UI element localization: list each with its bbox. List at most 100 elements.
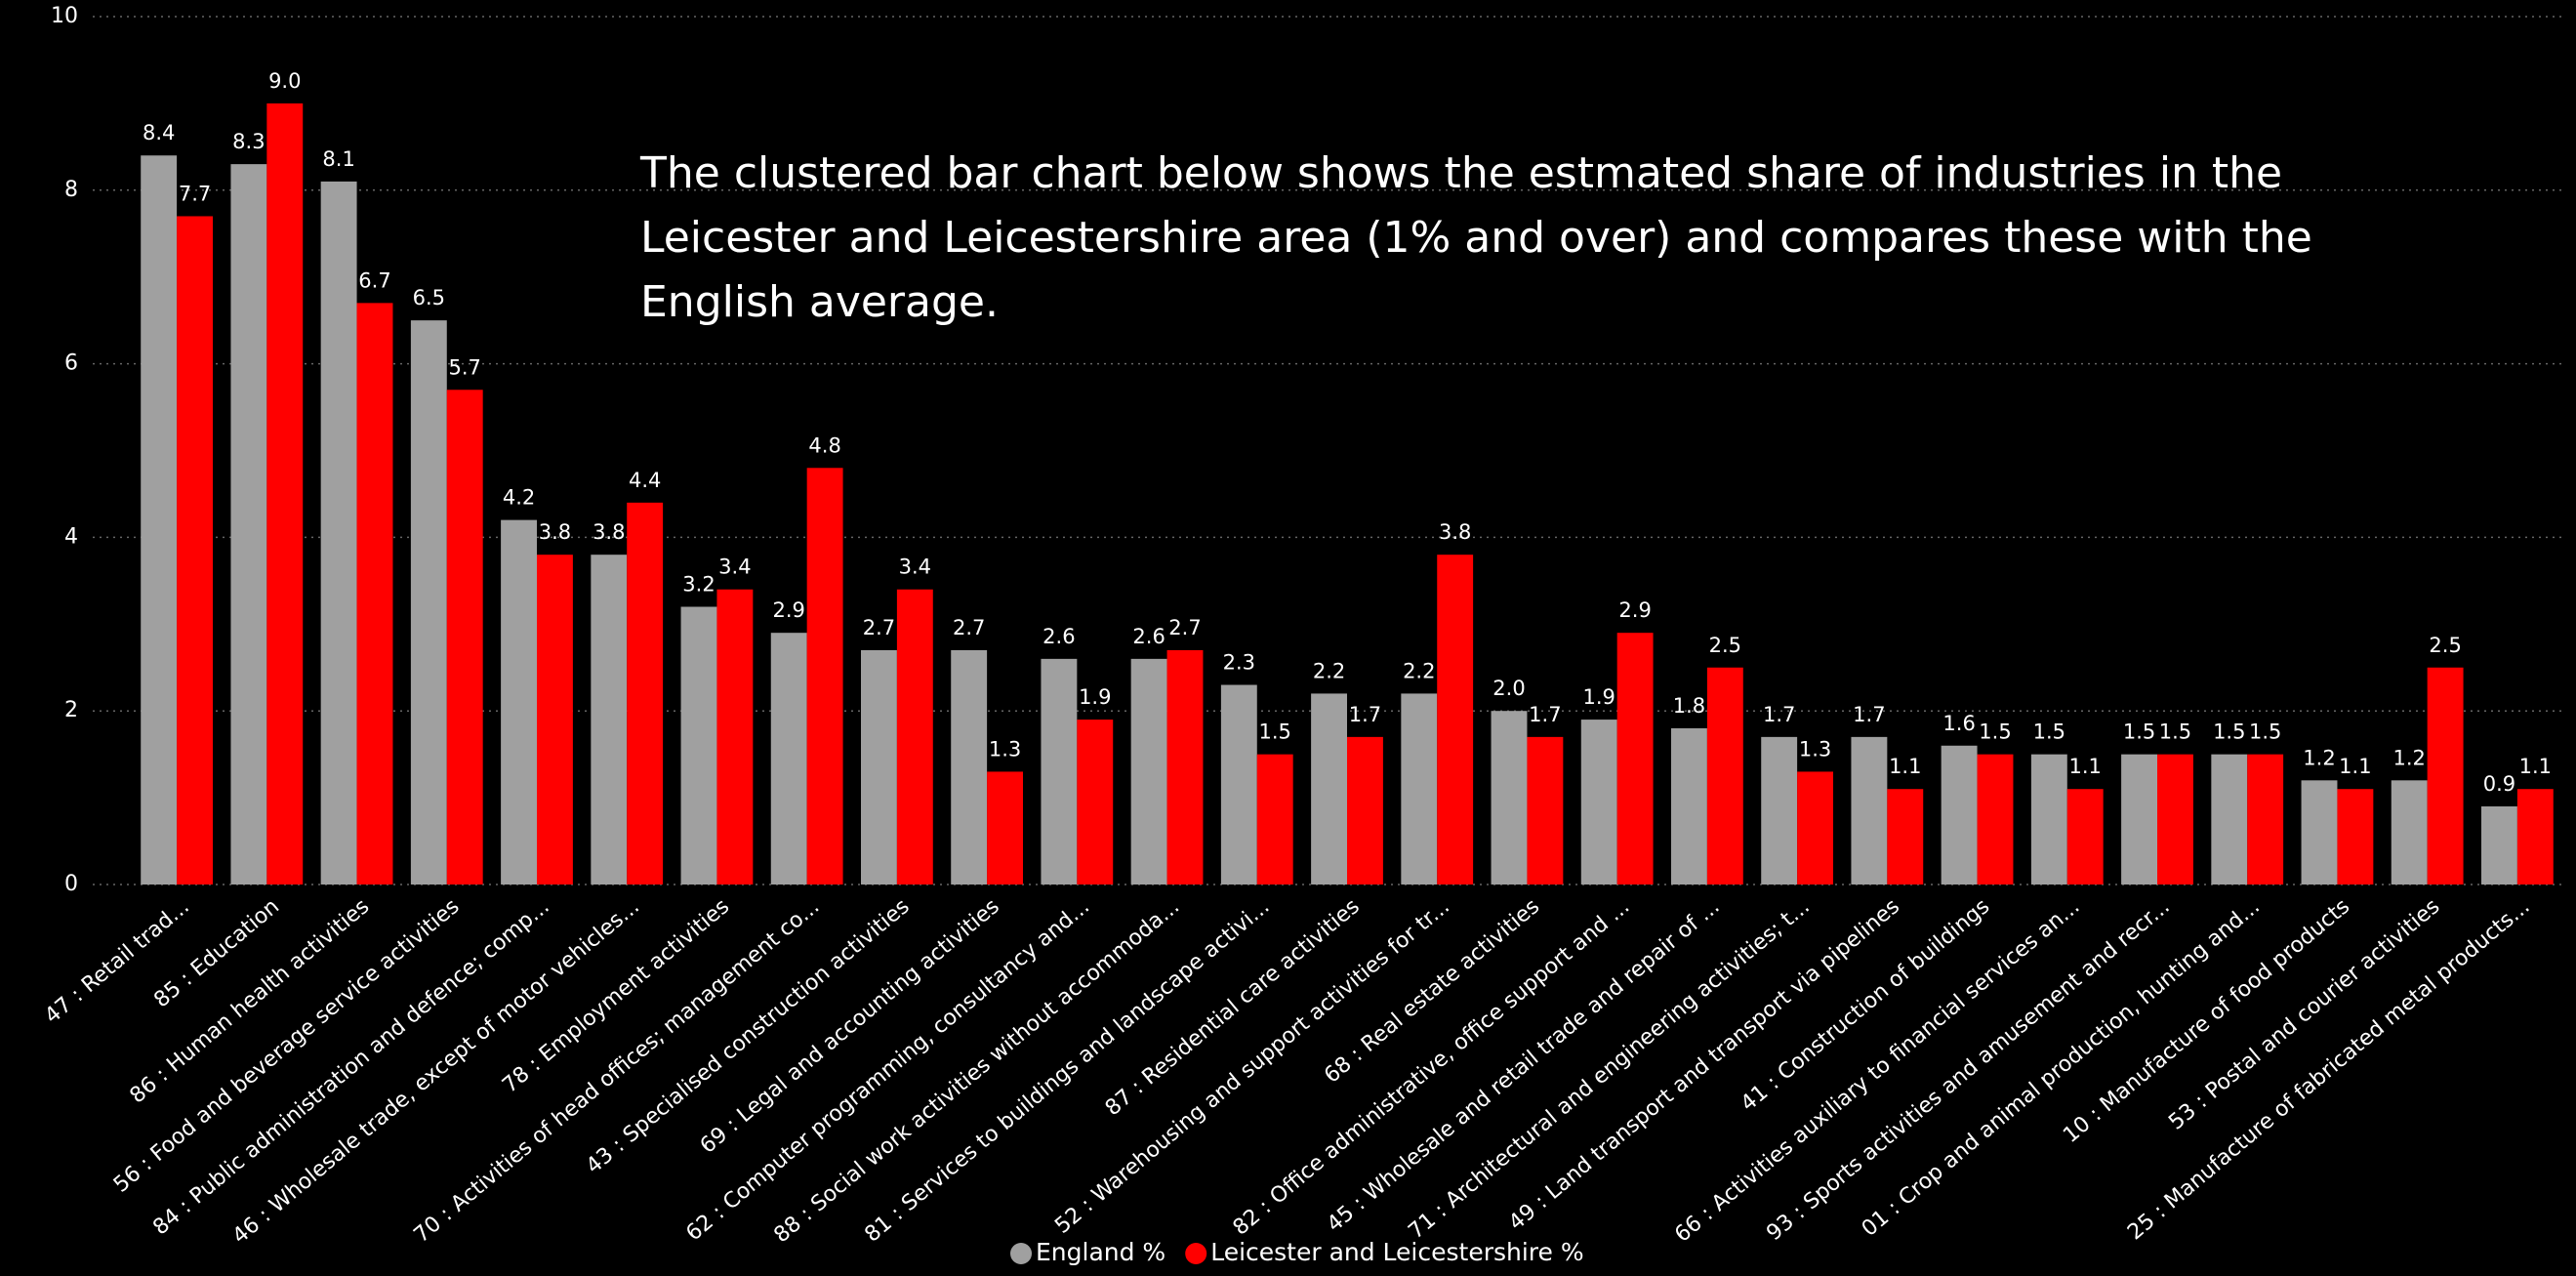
data-label: 1.9: [1079, 685, 1111, 709]
bar: [177, 216, 213, 885]
data-label: 1.1: [2519, 755, 2552, 778]
bar: [2337, 789, 2374, 885]
data-label: 2.2: [1403, 659, 1435, 682]
bar: [1761, 736, 1798, 885]
data-label: 1.5: [1979, 720, 2011, 744]
x-tick-label: 66 : Activities auxiliary to financial s…: [1670, 894, 2084, 1248]
x-tick-label: 46 : Wholesale trade, except of motor ve…: [228, 894, 644, 1249]
bar: [1401, 693, 1438, 885]
data-label: 2.7: [953, 616, 985, 639]
y-tick-label: 0: [64, 872, 78, 896]
y-tick-label: 10: [51, 4, 78, 28]
legend: England % Leicester and Leicestershire %: [1010, 1238, 1584, 1266]
data-label: 4.8: [808, 433, 840, 457]
bar: [1166, 649, 1204, 885]
bar: [951, 649, 988, 885]
bar: [1491, 711, 1528, 885]
data-label: 1.2: [2393, 746, 2426, 769]
bar: [627, 502, 664, 885]
legend-swatch: [1010, 1243, 1032, 1264]
bar: [1616, 633, 1654, 885]
data-label: 8.1: [322, 147, 354, 171]
data-label: 1.7: [1763, 703, 1795, 726]
data-label: 2.6: [1132, 625, 1165, 648]
data-label: 1.5: [2123, 720, 2155, 744]
data-label: 1.5: [2033, 720, 2065, 744]
bar: [1941, 745, 1978, 885]
data-label: 4.2: [503, 486, 535, 510]
bar: [1851, 736, 1888, 885]
data-label: 6.5: [413, 286, 445, 309]
bar: [770, 633, 807, 885]
bar: [320, 181, 357, 885]
bar: [266, 103, 304, 885]
data-label: 9.0: [268, 69, 301, 93]
bar: [2157, 754, 2193, 885]
bar: [987, 771, 1023, 885]
x-tick-label: 93 : Sports activities and amusement and…: [1762, 894, 2174, 1246]
bar: [2066, 789, 2104, 885]
bar: [2030, 754, 2067, 885]
x-tick-label: 47 : Retail trad...: [40, 894, 194, 1029]
data-label: 1.7: [1349, 703, 1381, 726]
x-tick-label: 70 : Activities of head offices; managem…: [410, 894, 825, 1248]
data-label: 1.3: [1799, 737, 1831, 761]
y-tick-label: 6: [64, 351, 78, 376]
data-label: 3.8: [1439, 520, 1471, 544]
data-label: 1.1: [2069, 755, 2102, 778]
data-label: 1.3: [989, 737, 1021, 761]
legend-label: England %: [1036, 1238, 1165, 1266]
data-label: 1.5: [1259, 720, 1291, 744]
bar: [1130, 658, 1167, 885]
bar: [410, 320, 447, 885]
data-label: 1.5: [2213, 720, 2245, 744]
x-tick-label: 43 : Specialised construction activities: [582, 894, 915, 1179]
data-label: 4.4: [629, 469, 661, 492]
bar: [1041, 658, 1078, 885]
bar: [680, 606, 717, 885]
bar: [1706, 667, 1743, 885]
legend-swatch: [1185, 1243, 1207, 1264]
data-label: 1.6: [1942, 712, 1975, 735]
data-label: 2.7: [1168, 616, 1201, 639]
data-label: 7.7: [179, 182, 211, 205]
data-label: 8.4: [143, 121, 175, 144]
data-label: 1.1: [2339, 755, 2371, 778]
data-label: 2.5: [2429, 634, 2461, 657]
data-label: 3.8: [539, 520, 571, 544]
bar: [716, 589, 754, 885]
bar: [1887, 789, 1924, 885]
y-tick-label: 4: [64, 524, 78, 549]
x-tick-label: 62 : Computer programming, consultancy a…: [681, 894, 1094, 1246]
bar: [356, 303, 393, 885]
bar: [2301, 780, 2338, 885]
data-label: 3.4: [899, 556, 931, 579]
bar: [1977, 754, 2014, 885]
bar: [2121, 754, 2157, 885]
bar: [2211, 754, 2248, 885]
bar: [591, 555, 628, 885]
data-label: 2.5: [1709, 634, 1741, 657]
data-label: 6.7: [358, 268, 390, 292]
bar: [230, 164, 267, 885]
y-tick-label: 8: [64, 178, 78, 202]
data-label: 1.5: [2159, 720, 2191, 744]
data-label: 3.2: [682, 573, 715, 597]
bar: [1256, 754, 1293, 885]
x-tick-label: 88 : Social work activities without acco…: [769, 894, 1184, 1248]
bar: [1671, 727, 1707, 885]
data-label: 5.7: [449, 355, 481, 379]
bar: [806, 468, 843, 885]
data-label: 3.4: [718, 556, 751, 579]
x-tick-label: 81 : Services to buildings and landscape…: [860, 894, 1274, 1248]
data-label: 2.9: [773, 598, 805, 622]
bar: [1527, 736, 1564, 885]
bar: [1437, 555, 1474, 885]
bar: [1077, 720, 1114, 885]
bar: [896, 589, 933, 885]
data-label: 2.6: [1043, 625, 1075, 648]
bar: [2481, 805, 2517, 885]
data-label: 1.7: [1529, 703, 1561, 726]
bar: [1797, 771, 1833, 885]
bar: [2516, 789, 2554, 885]
